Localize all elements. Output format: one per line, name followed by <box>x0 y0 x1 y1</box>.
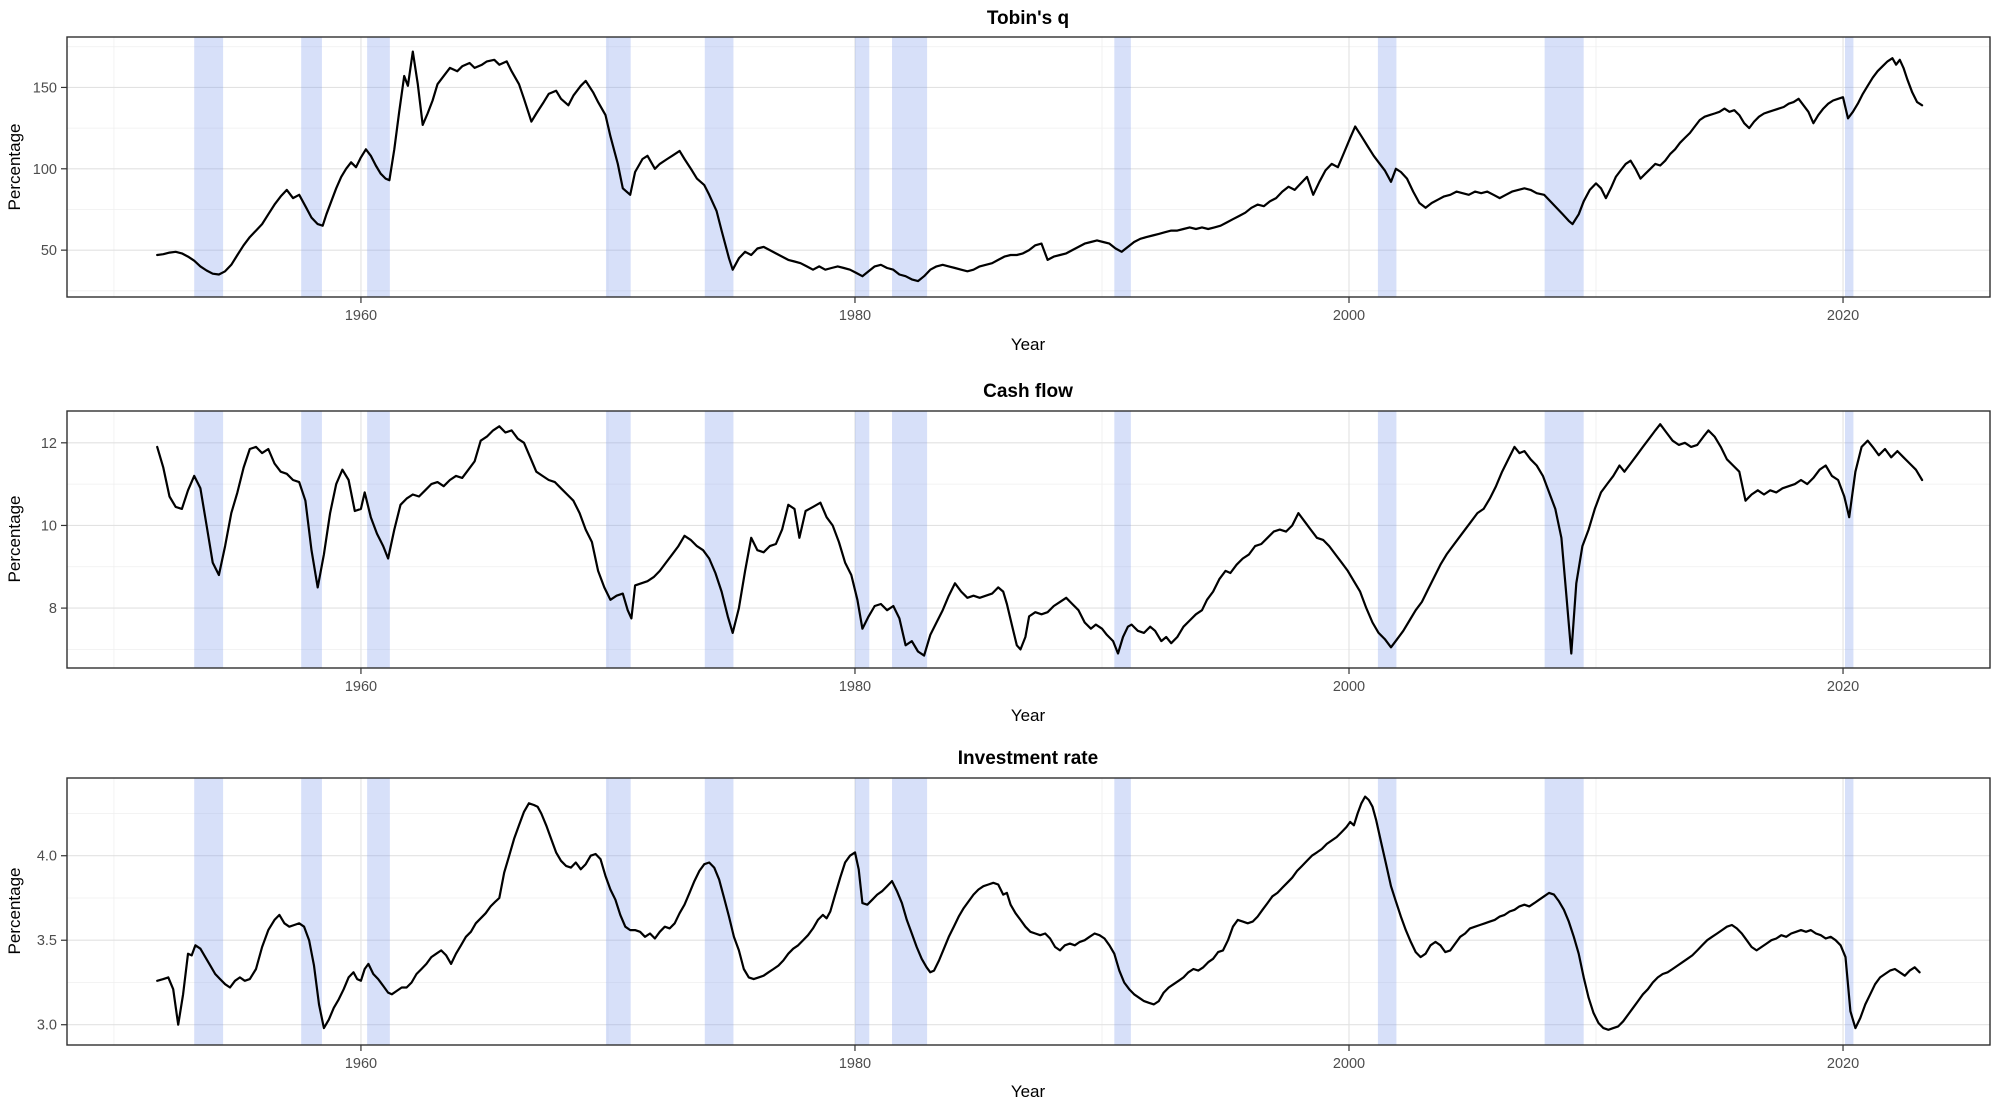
recession-band <box>1114 37 1131 297</box>
recession-band <box>194 778 224 1045</box>
recession-band <box>892 37 928 297</box>
recession-band <box>892 411 928 668</box>
plot-area-cash-flow: 8 10 12 1960 1980 2000 2020 <box>41 410 1991 695</box>
y-axis-title: Percentage <box>5 868 24 955</box>
x-tick-label: 1960 <box>345 679 377 695</box>
x-axis-title: Year <box>1011 335 1046 354</box>
facet-tobins-q: Tobin's q 50 100 150 1960 1980 2000 2020 Perce… <box>5 8 1991 354</box>
recession-band <box>1377 778 1397 1045</box>
recession-band <box>301 411 322 668</box>
recession-band <box>1845 778 1854 1045</box>
x-tick-label: 1980 <box>839 1056 871 1072</box>
x-tick-label: 1980 <box>839 308 871 324</box>
recession-band <box>1114 778 1131 1045</box>
facet-investment-rate: Investment rate 3.0 3.5 4.0 1960 1980 2000 202… <box>5 748 1991 1101</box>
x-axis-title: Year <box>1011 1082 1046 1101</box>
y-tick-label: 150 <box>33 80 57 96</box>
x-tick-label: 2020 <box>1827 1056 1859 1072</box>
y-tick-label: 10 <box>41 518 57 534</box>
recession-band <box>1544 37 1584 297</box>
plot-area-tobins-q: 50 100 150 1960 1980 2000 2020 <box>33 36 1991 324</box>
recession-band <box>854 778 870 1045</box>
recession-band <box>704 411 734 668</box>
series-line-investment-rate <box>156 795 1921 1031</box>
recession-band <box>367 778 390 1045</box>
recession-band <box>1114 411 1131 668</box>
recession-band <box>854 37 870 297</box>
y-axis-title: Percentage <box>5 496 24 583</box>
recession-band <box>1845 411 1854 668</box>
y-axis-title: Percentage <box>5 124 24 211</box>
series-line-cash-flow <box>156 423 1924 657</box>
chart-title: Tobin's q <box>987 8 1069 29</box>
y-tick-label: 4.0 <box>37 849 57 865</box>
recession-band <box>704 778 734 1045</box>
recession-band <box>892 778 928 1045</box>
x-tick-label: 2000 <box>1333 679 1365 695</box>
panel-border <box>66 36 1991 298</box>
recession-band <box>605 411 631 668</box>
y-tick-label: 3.0 <box>37 1018 57 1034</box>
chart-title: Investment rate <box>958 748 1098 769</box>
x-tick-label: 1960 <box>345 1056 377 1072</box>
recession-band <box>367 411 390 668</box>
x-tick-label: 1980 <box>839 679 871 695</box>
facet-cash-flow: Cash flow 8 10 12 1960 1980 2000 2020 Percenta… <box>5 381 1991 725</box>
recession-band <box>1544 411 1584 668</box>
x-tick-label: 2020 <box>1827 308 1859 324</box>
chart-title: Cash flow <box>983 381 1073 402</box>
y-tick-label: 100 <box>33 162 57 178</box>
panel-border <box>66 777 1991 1046</box>
recession-band <box>301 37 322 297</box>
x-tick-label: 2000 <box>1333 308 1365 324</box>
recession-band <box>1377 411 1397 668</box>
y-tick-label: 3.5 <box>37 933 57 949</box>
x-tick-label: 2000 <box>1333 1056 1365 1072</box>
x-tick-label: 1960 <box>345 308 377 324</box>
x-axis-title: Year <box>1011 706 1046 725</box>
recession-band <box>367 37 390 297</box>
recession-band <box>1845 37 1854 297</box>
series-line-tobin-s-q <box>156 50 1924 283</box>
x-tick-label: 2020 <box>1827 679 1859 695</box>
y-tick-label: 8 <box>49 601 57 617</box>
recession-band <box>194 37 224 297</box>
y-tick-label: 50 <box>41 243 57 259</box>
panel-border <box>66 410 1991 669</box>
plot-area-investment-rate: 3.0 3.5 4.0 1960 1980 2000 2020 <box>37 777 1991 1072</box>
recession-band <box>1377 37 1397 297</box>
y-tick-label: 12 <box>41 436 57 452</box>
